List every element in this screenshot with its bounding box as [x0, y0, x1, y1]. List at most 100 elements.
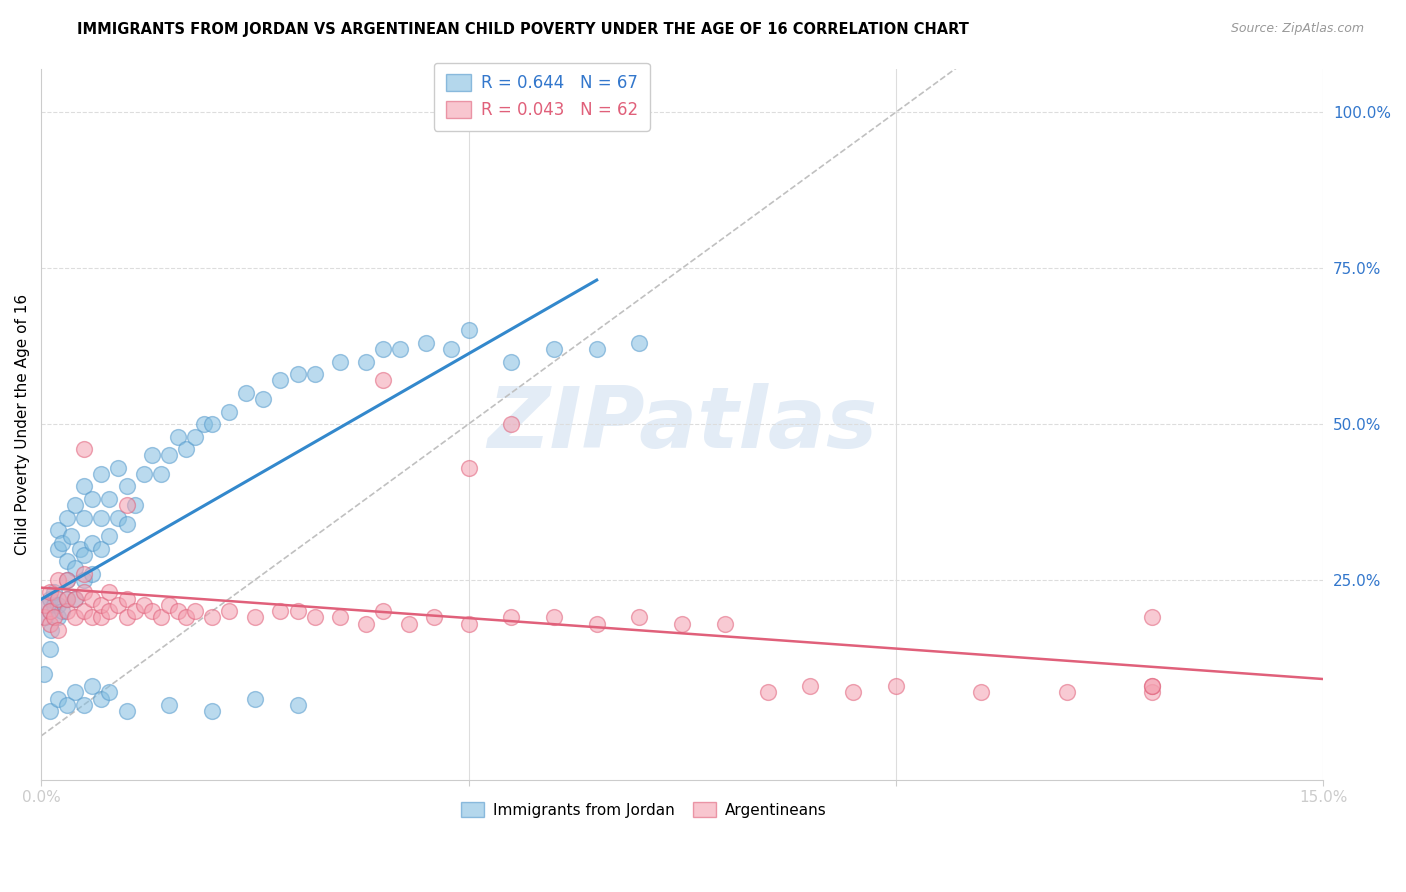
- Point: [55, 604, 77, 618]
- Point: [73, 585, 96, 599]
- Point: [32, 666, 55, 681]
- Point: [46, 541, 69, 556]
- Point: [543, 610, 565, 624]
- Point: [115, 591, 138, 606]
- Point: [354, 354, 377, 368]
- Point: [628, 610, 651, 624]
- Point: [38, 591, 60, 606]
- Point: [440, 342, 463, 356]
- Point: [415, 336, 437, 351]
- Point: [73, 566, 96, 581]
- Point: [141, 448, 163, 462]
- Point: [34, 598, 56, 612]
- Point: [157, 698, 180, 712]
- Point: [884, 679, 907, 693]
- Point: [235, 385, 257, 400]
- Point: [252, 392, 274, 406]
- Point: [73, 510, 96, 524]
- Point: [269, 373, 291, 387]
- Point: [287, 367, 309, 381]
- Point: [38, 604, 60, 618]
- Point: [287, 604, 309, 618]
- Point: [65, 591, 87, 606]
- Point: [82, 679, 104, 693]
- Point: [269, 604, 291, 618]
- Point: [38, 585, 60, 599]
- Point: [42, 585, 65, 599]
- Point: [389, 342, 412, 356]
- Point: [82, 491, 104, 506]
- Point: [167, 604, 190, 618]
- Point: [501, 417, 523, 431]
- Point: [115, 498, 138, 512]
- Point: [90, 541, 112, 556]
- Point: [46, 623, 69, 637]
- Point: [501, 610, 523, 624]
- Point: [98, 529, 121, 543]
- Point: [55, 698, 77, 712]
- Point: [38, 641, 60, 656]
- Point: [73, 442, 96, 456]
- Point: [55, 554, 77, 568]
- Point: [46, 591, 69, 606]
- Point: [201, 704, 224, 718]
- Point: [141, 604, 163, 618]
- Point: [243, 610, 266, 624]
- Point: [46, 573, 69, 587]
- Point: [42, 598, 65, 612]
- Point: [107, 598, 129, 612]
- Point: [55, 573, 77, 587]
- Point: [842, 685, 865, 699]
- Point: [65, 591, 87, 606]
- Point: [65, 610, 87, 624]
- Point: [73, 604, 96, 618]
- Point: [60, 529, 83, 543]
- Text: IMMIGRANTS FROM JORDAN VS ARGENTINEAN CHILD POVERTY UNDER THE AGE OF 16 CORRELAT: IMMIGRANTS FROM JORDAN VS ARGENTINEAN CH…: [77, 22, 969, 37]
- Point: [73, 573, 96, 587]
- Point: [184, 604, 207, 618]
- Point: [1142, 679, 1164, 693]
- Point: [65, 560, 87, 574]
- Point: [46, 610, 69, 624]
- Point: [1142, 685, 1164, 699]
- Point: [98, 491, 121, 506]
- Point: [69, 541, 91, 556]
- Point: [55, 510, 77, 524]
- Point: [1056, 685, 1078, 699]
- Point: [371, 604, 394, 618]
- Legend: Immigrants from Jordan, Argentineans: Immigrants from Jordan, Argentineans: [453, 794, 834, 825]
- Point: [82, 610, 104, 624]
- Point: [115, 516, 138, 531]
- Point: [1142, 679, 1164, 693]
- Point: [90, 610, 112, 624]
- Point: [193, 417, 215, 431]
- Point: [157, 598, 180, 612]
- Point: [90, 598, 112, 612]
- Point: [34, 610, 56, 624]
- Point: [176, 442, 198, 456]
- Point: [115, 610, 138, 624]
- Point: [671, 616, 693, 631]
- Point: [543, 342, 565, 356]
- Point: [501, 354, 523, 368]
- Point: [184, 429, 207, 443]
- Point: [55, 591, 77, 606]
- Point: [38, 616, 60, 631]
- Point: [37, 598, 59, 612]
- Point: [304, 367, 326, 381]
- Text: Source: ZipAtlas.com: Source: ZipAtlas.com: [1230, 22, 1364, 36]
- Point: [107, 510, 129, 524]
- Point: [132, 467, 155, 481]
- Point: [457, 616, 479, 631]
- Point: [46, 598, 69, 612]
- Point: [243, 691, 266, 706]
- Point: [98, 604, 121, 618]
- Point: [82, 535, 104, 549]
- Point: [1142, 610, 1164, 624]
- Y-axis label: Child Poverty Under the Age of 16: Child Poverty Under the Age of 16: [15, 293, 30, 555]
- Point: [149, 610, 172, 624]
- Point: [371, 342, 394, 356]
- Point: [73, 698, 96, 712]
- Point: [55, 591, 77, 606]
- Text: ZIPatlas: ZIPatlas: [486, 383, 877, 466]
